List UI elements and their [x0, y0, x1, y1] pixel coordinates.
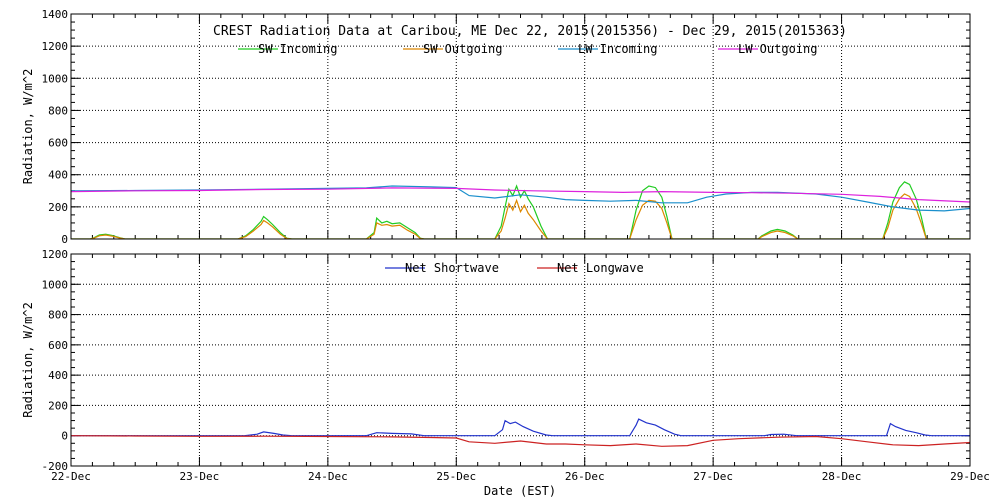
- y-tick-label: 1200: [42, 40, 69, 53]
- x-tick-label: 22-Dec: [51, 470, 91, 483]
- y-tick-label: 600: [48, 339, 68, 352]
- y-tick-label: 0: [61, 233, 68, 246]
- x-axis-label: Date (EST): [484, 484, 556, 498]
- series-line-net-longwave: [71, 435, 970, 447]
- y-tick-label: 600: [48, 137, 68, 150]
- legend-label-sw-outgoing: SW Outgoing: [423, 42, 502, 56]
- legend-label-sw-incoming: SW Incoming: [258, 42, 337, 56]
- series-line-lw-incoming: [71, 185, 970, 212]
- legend-label-lw-incoming: LW Incoming: [578, 42, 657, 56]
- y-tick-label: 200: [48, 201, 68, 214]
- chart-title: CREST Radiation Data at Caribou, ME Dec …: [213, 24, 847, 39]
- y-tick-label: 800: [48, 104, 68, 117]
- y-axis-label: Radiation, W/m^2: [21, 69, 35, 185]
- y-tick-label: 400: [48, 169, 68, 182]
- y-tick-label: 1000: [42, 72, 69, 85]
- x-tick-label: 26-Dec: [565, 470, 605, 483]
- x-tick-label: 29-Dec: [950, 470, 990, 483]
- series-line-sw-incoming: [71, 181, 970, 239]
- series-line-sw-outgoing: [71, 193, 970, 239]
- legend-label-net-longwave: Net Longwave: [557, 261, 644, 275]
- plot-frame: [70, 13, 971, 240]
- x-tick-label: 25-Dec: [436, 470, 476, 483]
- y-tick-label: 400: [48, 369, 68, 382]
- y-tick-label: 1000: [42, 278, 69, 291]
- x-tick-label: 28-Dec: [822, 470, 862, 483]
- y-tick-label: -200: [42, 460, 69, 473]
- series-line-net-shortwave: [71, 418, 970, 437]
- legend-label-lw-outgoing: LW Outgoing: [738, 42, 817, 56]
- series-line-lw-outgoing: [71, 187, 970, 203]
- panel-net-radiation: -200 0 200 400 600 800 1000 1200 22-Dec 23-Dec 24-…: [21, 248, 990, 483]
- y-tick-label: 800: [48, 309, 68, 322]
- plot-frame: [70, 253, 971, 467]
- y-axis-label: Radiation, W/m^2: [21, 302, 35, 418]
- x-tick-label: 24-Dec: [308, 470, 348, 483]
- x-tick-label: 27-Dec: [693, 470, 733, 483]
- legend-label-net-shortwave: Net Shortwave: [405, 261, 499, 275]
- y-tick-label: 1400: [42, 8, 69, 21]
- panel-radiation-components: 0 200 400 600 800 1000 1200 1400 Radiation, W/m^…: [21, 8, 971, 246]
- x-tick-label: 23-Dec: [180, 470, 220, 483]
- y-tick-label: 200: [48, 399, 68, 412]
- y-tick-label: 0: [61, 430, 68, 443]
- y-tick-label: 1200: [42, 248, 69, 261]
